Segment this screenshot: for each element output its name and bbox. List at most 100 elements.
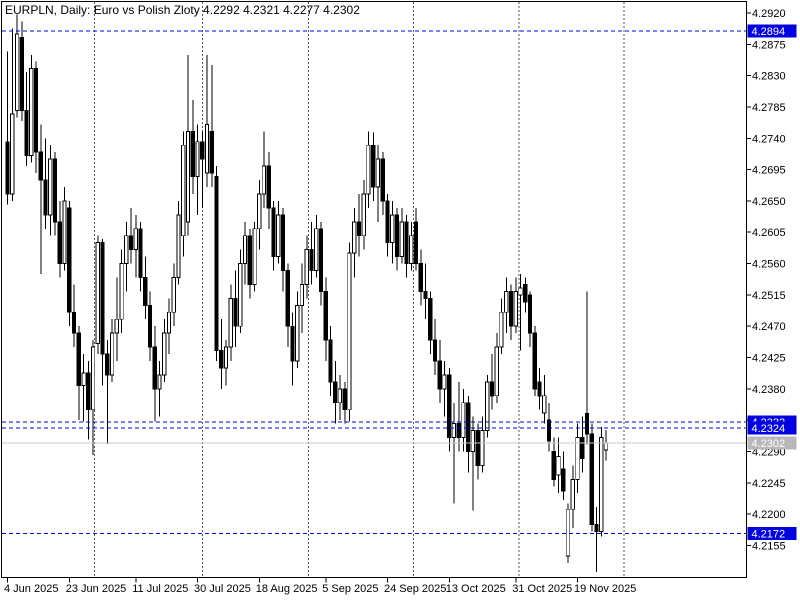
candle-body bbox=[537, 381, 542, 397]
price-axis-label: 4.2425 bbox=[752, 353, 786, 365]
time-axis-label: 5 Sep 2025 bbox=[322, 583, 378, 595]
candle-body bbox=[100, 242, 105, 355]
candle-body bbox=[285, 270, 290, 327]
candle-body bbox=[337, 388, 343, 404]
candle-body bbox=[276, 214, 281, 258]
candle-body bbox=[81, 372, 86, 386]
price-level-label-text: 4.2894 bbox=[752, 26, 786, 38]
candle-body bbox=[162, 332, 167, 376]
candle-body bbox=[451, 423, 457, 439]
candle-body bbox=[385, 200, 390, 244]
candle-body bbox=[43, 179, 48, 216]
candle-body bbox=[14, 33, 20, 111]
price-level-label-text: 4.2172 bbox=[752, 529, 786, 541]
candle-body bbox=[570, 478, 575, 510]
time-axis-label: 23 Jun 2025 bbox=[66, 583, 127, 595]
candle-body bbox=[228, 297, 233, 348]
candle-body bbox=[266, 165, 271, 209]
candle-body bbox=[190, 130, 195, 178]
price-axis-label: 4.2875 bbox=[752, 39, 786, 51]
candle-body bbox=[399, 221, 404, 258]
candle-body bbox=[280, 214, 286, 271]
candle-body bbox=[527, 294, 533, 334]
candle-body bbox=[428, 297, 433, 341]
candle-body bbox=[67, 207, 72, 313]
candle-body bbox=[504, 290, 509, 313]
candle-body bbox=[390, 214, 395, 244]
price-lines-layer bbox=[2, 30, 746, 535]
candle-body bbox=[361, 193, 366, 237]
candle-body bbox=[38, 151, 43, 181]
price-level-label bbox=[747, 527, 797, 541]
candle-body bbox=[518, 287, 523, 296]
candle-body bbox=[333, 381, 338, 404]
candle-body bbox=[470, 430, 476, 452]
candle-body bbox=[147, 304, 153, 348]
candle-body bbox=[475, 430, 480, 466]
candle-body bbox=[5, 141, 10, 195]
candle-body bbox=[200, 141, 205, 160]
candle-body bbox=[356, 221, 362, 237]
time-axis-label: 13 Oct 2025 bbox=[446, 583, 506, 595]
price-axis-label: 4.2245 bbox=[752, 478, 786, 490]
candle-body bbox=[413, 221, 419, 265]
candle-body bbox=[52, 158, 58, 223]
price-level-label bbox=[747, 421, 797, 435]
time-axis-label: 24 Sep 2025 bbox=[384, 583, 446, 595]
candle-body bbox=[404, 221, 409, 265]
price-level-label bbox=[747, 24, 797, 38]
candle-body bbox=[352, 221, 357, 254]
candle-body bbox=[119, 263, 124, 320]
price-axis: 4.2920 4.2875 4.2830 4.2785 4.2740 4.2695 4.26… bbox=[747, 8, 797, 552]
price-axis-label: 4.2155 bbox=[752, 540, 786, 552]
candle-body bbox=[589, 433, 594, 526]
candle-body bbox=[565, 508, 571, 557]
candle-body bbox=[181, 144, 186, 237]
candle-body bbox=[323, 290, 328, 341]
candle-body bbox=[252, 228, 257, 285]
candle-body bbox=[124, 235, 129, 265]
candle-body bbox=[33, 68, 39, 153]
candle-body bbox=[138, 228, 143, 278]
candle-body bbox=[209, 130, 214, 174]
candle-body bbox=[409, 235, 414, 265]
price-axis-label: 4.2605 bbox=[752, 227, 786, 239]
candle-body bbox=[556, 455, 561, 476]
price-axis-label: 4.2920 bbox=[752, 8, 786, 20]
candle-body bbox=[29, 68, 34, 157]
candle-body bbox=[366, 144, 371, 195]
candle-body bbox=[304, 249, 309, 285]
time-axis: 4 Jun 2025 23 Jun 2025 11 Jul 2025 30 Jul 2… bbox=[4, 578, 636, 595]
candle-body bbox=[71, 311, 77, 334]
candle-body bbox=[57, 221, 62, 265]
price-axis-label: 4.2470 bbox=[752, 321, 786, 333]
candle-body bbox=[195, 141, 200, 178]
price-level-label-text: 4.2324 bbox=[752, 423, 786, 435]
current-price-label bbox=[747, 436, 797, 450]
candle-body bbox=[342, 388, 347, 411]
candle-body bbox=[575, 437, 580, 480]
candle-body bbox=[603, 442, 609, 451]
candle-body bbox=[233, 297, 238, 327]
candle-body bbox=[105, 353, 110, 376]
candle-body bbox=[423, 290, 428, 299]
candle-body bbox=[86, 372, 91, 411]
candle-body bbox=[19, 36, 24, 111]
candle-body bbox=[128, 235, 134, 251]
candle-body bbox=[24, 109, 29, 157]
candle-body bbox=[314, 228, 319, 271]
candle-body bbox=[176, 214, 181, 278]
candle-body bbox=[157, 374, 162, 390]
candle-body bbox=[432, 339, 438, 362]
candle-body bbox=[584, 412, 590, 435]
candle-body bbox=[542, 395, 547, 414]
time-axis-label: 31 Oct 2025 bbox=[512, 583, 572, 595]
candle-body bbox=[299, 283, 305, 306]
candle-body bbox=[442, 374, 447, 390]
candle-body bbox=[437, 360, 442, 390]
candle-body bbox=[551, 451, 556, 480]
price-axis-label: 4.2695 bbox=[752, 165, 786, 177]
price-axis-label: 4.2200 bbox=[752, 509, 786, 521]
